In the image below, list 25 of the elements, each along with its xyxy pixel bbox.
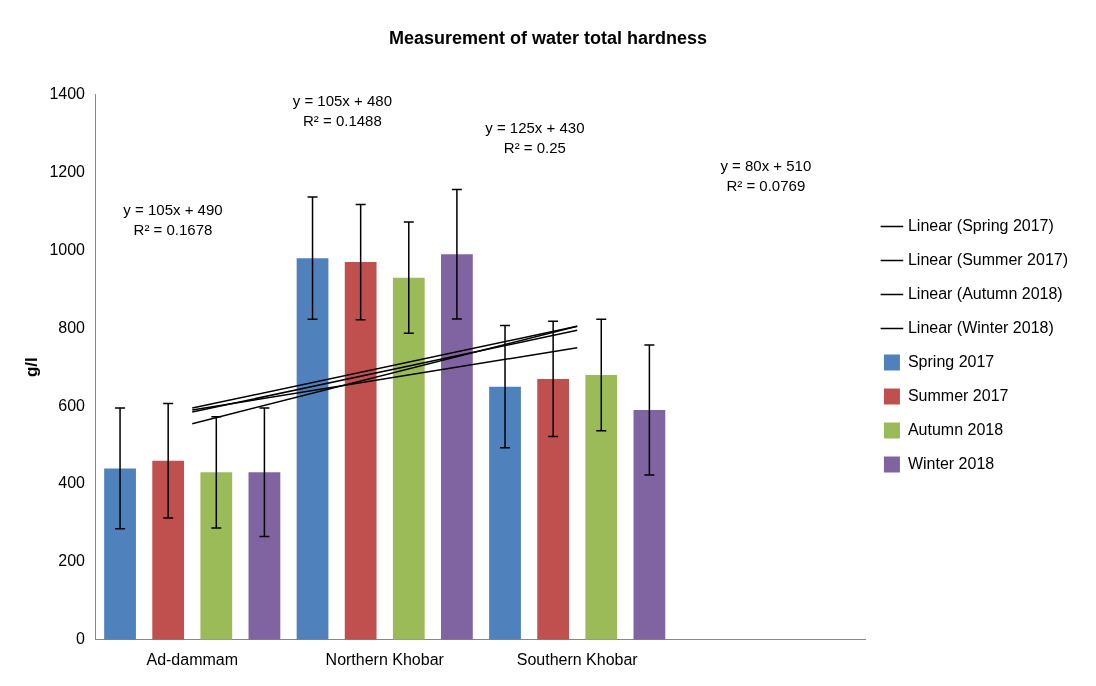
legend-label: Linear (Autumn 2018) <box>907 284 1063 302</box>
legend-label: Linear (Summer 2017) <box>907 250 1069 268</box>
legend-label: Summer 2017 <box>907 386 1009 404</box>
legend-label: Autumn 2018 <box>907 420 1004 438</box>
y-tick-label: 1400 <box>49 85 86 103</box>
chart-title: Measurement of water total hardness <box>388 27 708 48</box>
y-tick-label: 400 <box>58 474 86 492</box>
legend-label: Linear (Winter 2018) <box>907 318 1054 336</box>
annotation: y = 105x + 480 R² = 0.1488 <box>292 91 392 129</box>
y-tick-label: 600 <box>58 396 86 414</box>
annotation: y = 80x + 510 R² = 0.0769 <box>720 156 812 194</box>
y-tick-label: 200 <box>58 552 86 570</box>
annotation: y = 125x + 430 R² = 0.25 <box>485 118 585 156</box>
legend-label: Spring 2017 <box>907 352 995 370</box>
y-axis-title: g/l <box>21 357 41 378</box>
x-tick-label: Southern Khobar <box>516 650 639 668</box>
legend-label: Winter 2018 <box>907 454 995 472</box>
y-tick-label: 1200 <box>49 162 86 180</box>
y-tick-label: 1000 <box>49 240 86 258</box>
annotation: y = 105x + 490 R² = 0.1678 <box>123 200 223 238</box>
y-tick-label: 800 <box>58 318 86 336</box>
x-tick-label: Northern Khobar <box>325 650 445 668</box>
y-tick-label: 0 <box>76 630 86 648</box>
legend-label: Linear (Spring 2017) <box>907 216 1054 234</box>
x-tick-label: Ad-dammam <box>146 650 239 668</box>
